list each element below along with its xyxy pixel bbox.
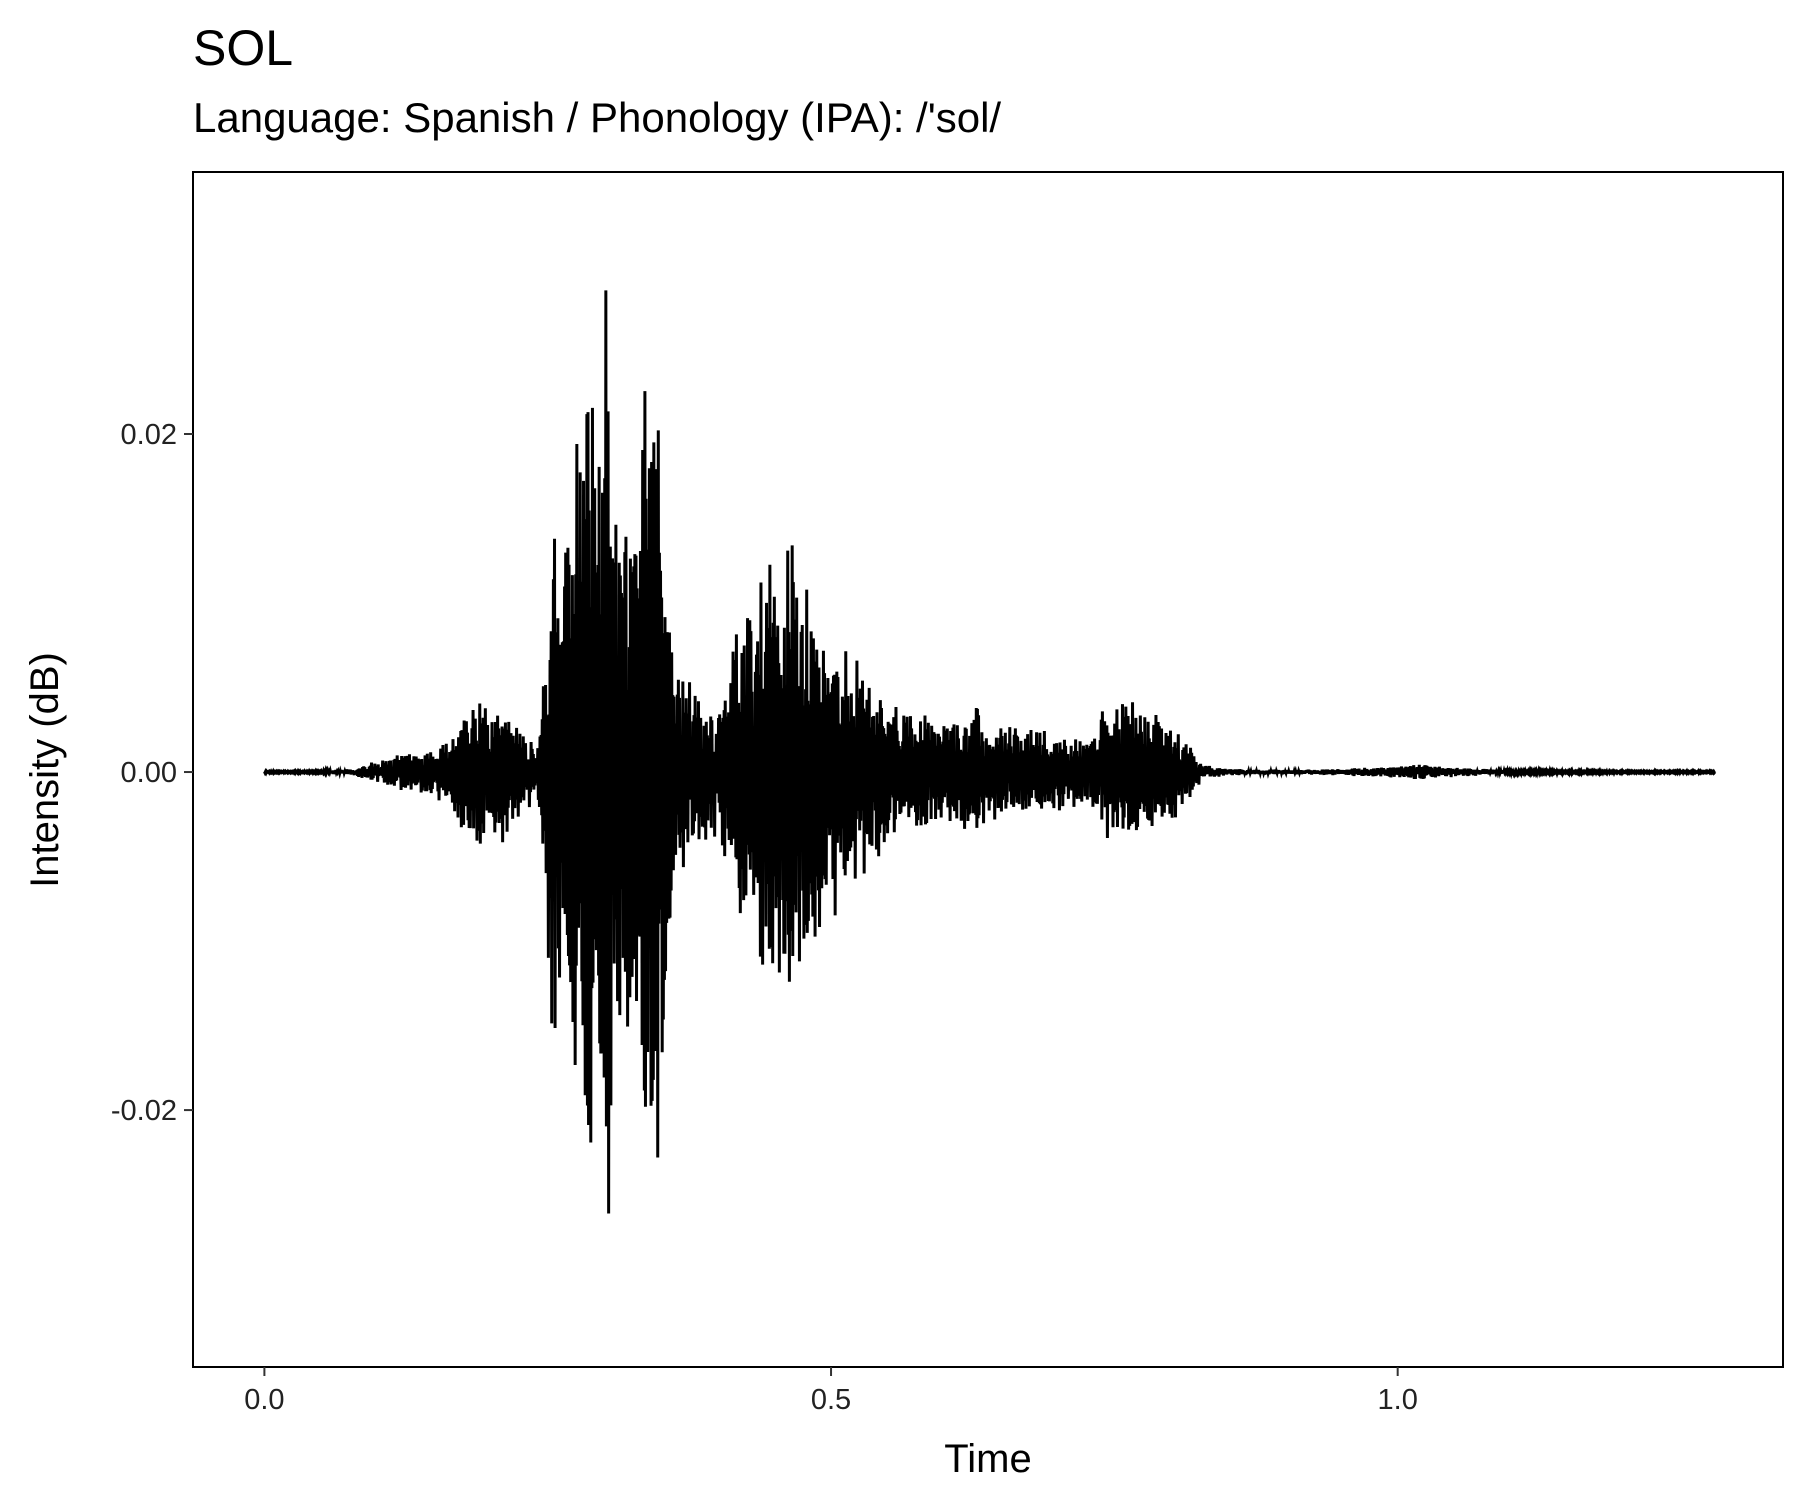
chart-title: SOL xyxy=(193,20,294,76)
y-tick-label: 0.02 xyxy=(121,419,177,451)
x-axis-title: Time xyxy=(944,1437,1031,1481)
y-tick-label: -0.02 xyxy=(111,1095,177,1127)
x-axis: 0.0 0.5 1.0 xyxy=(244,1367,1418,1416)
chart-subtitle: Language: Spanish / Phonology (IPA): /'s… xyxy=(193,94,1002,141)
waveform-line xyxy=(263,290,1717,1214)
x-tick-label: 0.5 xyxy=(811,1384,851,1416)
y-axis: -0.02 0.00 0.02 xyxy=(111,419,193,1127)
x-tick-label: 0.0 xyxy=(244,1384,284,1416)
y-tick-label: 0.00 xyxy=(121,757,177,789)
waveform-layer xyxy=(263,290,1717,1214)
y-axis-title: Intensity (dB) xyxy=(23,652,67,888)
x-tick-label: 1.0 xyxy=(1378,1384,1418,1416)
